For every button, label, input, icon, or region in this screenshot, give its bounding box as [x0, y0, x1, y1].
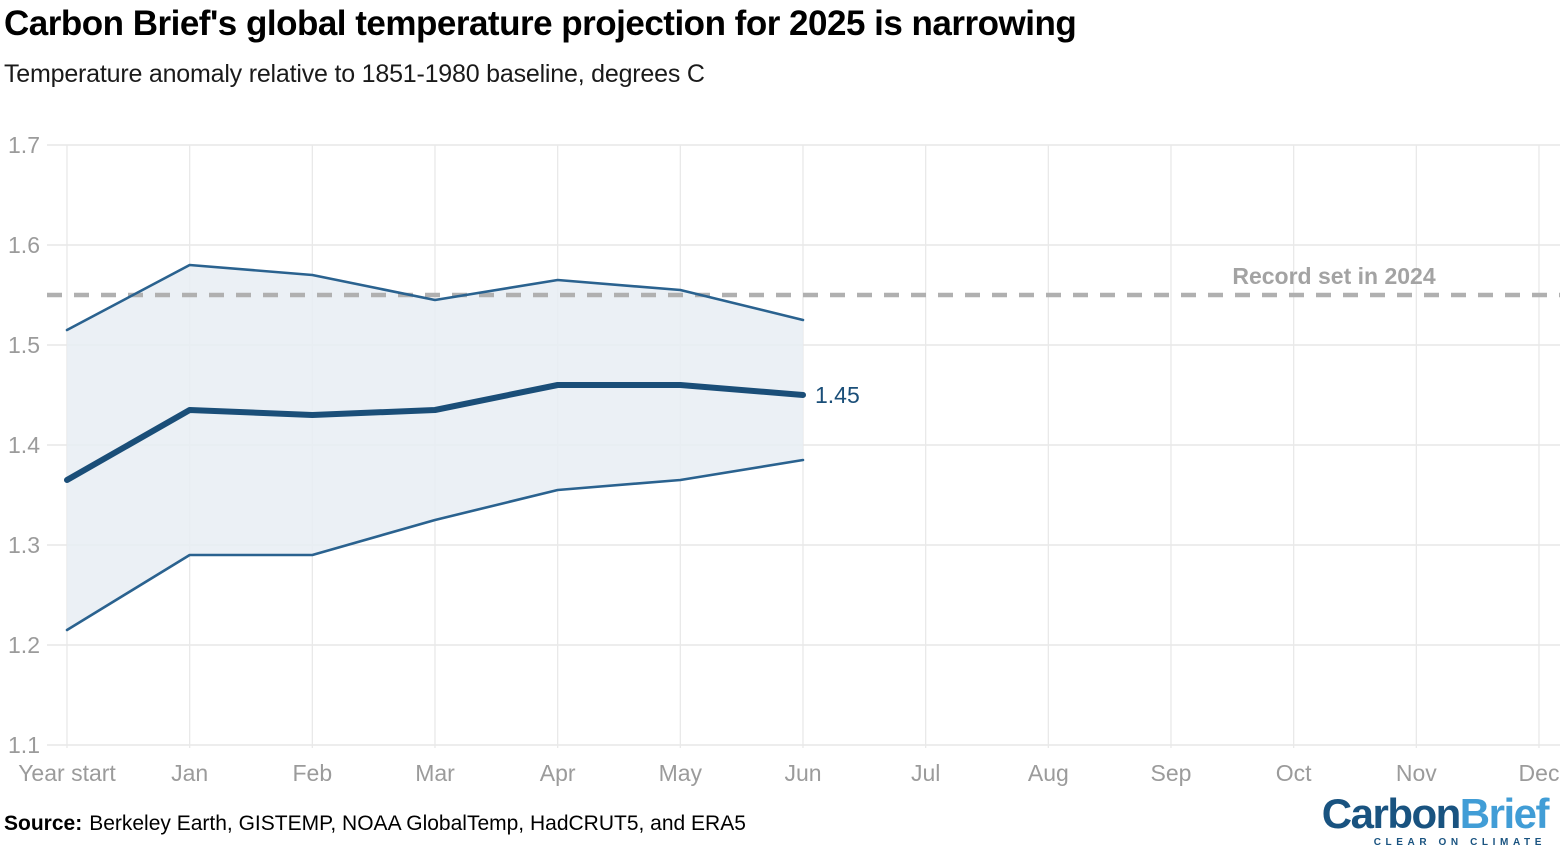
y-tick-label: 1.7 [8, 132, 40, 158]
end-value-label: 1.45 [815, 382, 860, 408]
x-tick-label: Nov [1396, 760, 1437, 786]
y-tick-label: 1.6 [8, 232, 40, 258]
confidence-band [67, 265, 803, 630]
lower-bound-line [65, 458, 805, 632]
source-label: Source: [4, 812, 83, 835]
x-tick-label: May [659, 760, 703, 786]
x-tick-label: Jul [911, 760, 940, 786]
x-tick-label: Mar [415, 760, 455, 786]
x-tick-label: Dec [1519, 760, 1560, 786]
upper-bound-line [65, 263, 805, 332]
logo-tagline: CLEAR ON CLIMATE [1373, 837, 1546, 849]
x-tick-label: Jun [784, 760, 821, 786]
carbonbrief-logo: CarbonBrief CLEAR ON CLIMATE [1321, 790, 1550, 849]
x-tick-label: Oct [1276, 760, 1312, 786]
logo-carbon-text: Carbon [1321, 790, 1462, 837]
central-line [64, 382, 806, 483]
page-title: Carbon Brief's global temperature projec… [4, 4, 1077, 43]
logo-brief-text: Brief [1459, 790, 1550, 837]
record-label: Record set in 2024 [1232, 263, 1435, 289]
y-tick-label: 1.1 [8, 732, 40, 758]
x-tick-label: Feb [293, 760, 333, 786]
source-text: Berkeley Earth, GISTEMP, NOAA GlobalTemp… [89, 812, 746, 835]
source-line: Source: Berkeley Earth, GISTEMP, NOAA Glo… [4, 812, 746, 836]
x-tick-label: Sep [1151, 760, 1192, 786]
carbonbrief-wordmark: CarbonBrief [1321, 790, 1550, 837]
y-tick-label: 1.3 [8, 532, 40, 558]
y-tick-label: 1.5 [8, 332, 40, 358]
y-tick-label: 1.4 [8, 432, 40, 458]
y-tick-label: 1.2 [8, 632, 40, 658]
x-tick-label: Year start [18, 760, 116, 786]
page-subtitle: Temperature anomaly relative to 1851-198… [4, 60, 705, 88]
x-tick-label: Jan [171, 760, 208, 786]
x-tick-label: Apr [540, 760, 576, 786]
x-tick-label: Aug [1028, 760, 1069, 786]
